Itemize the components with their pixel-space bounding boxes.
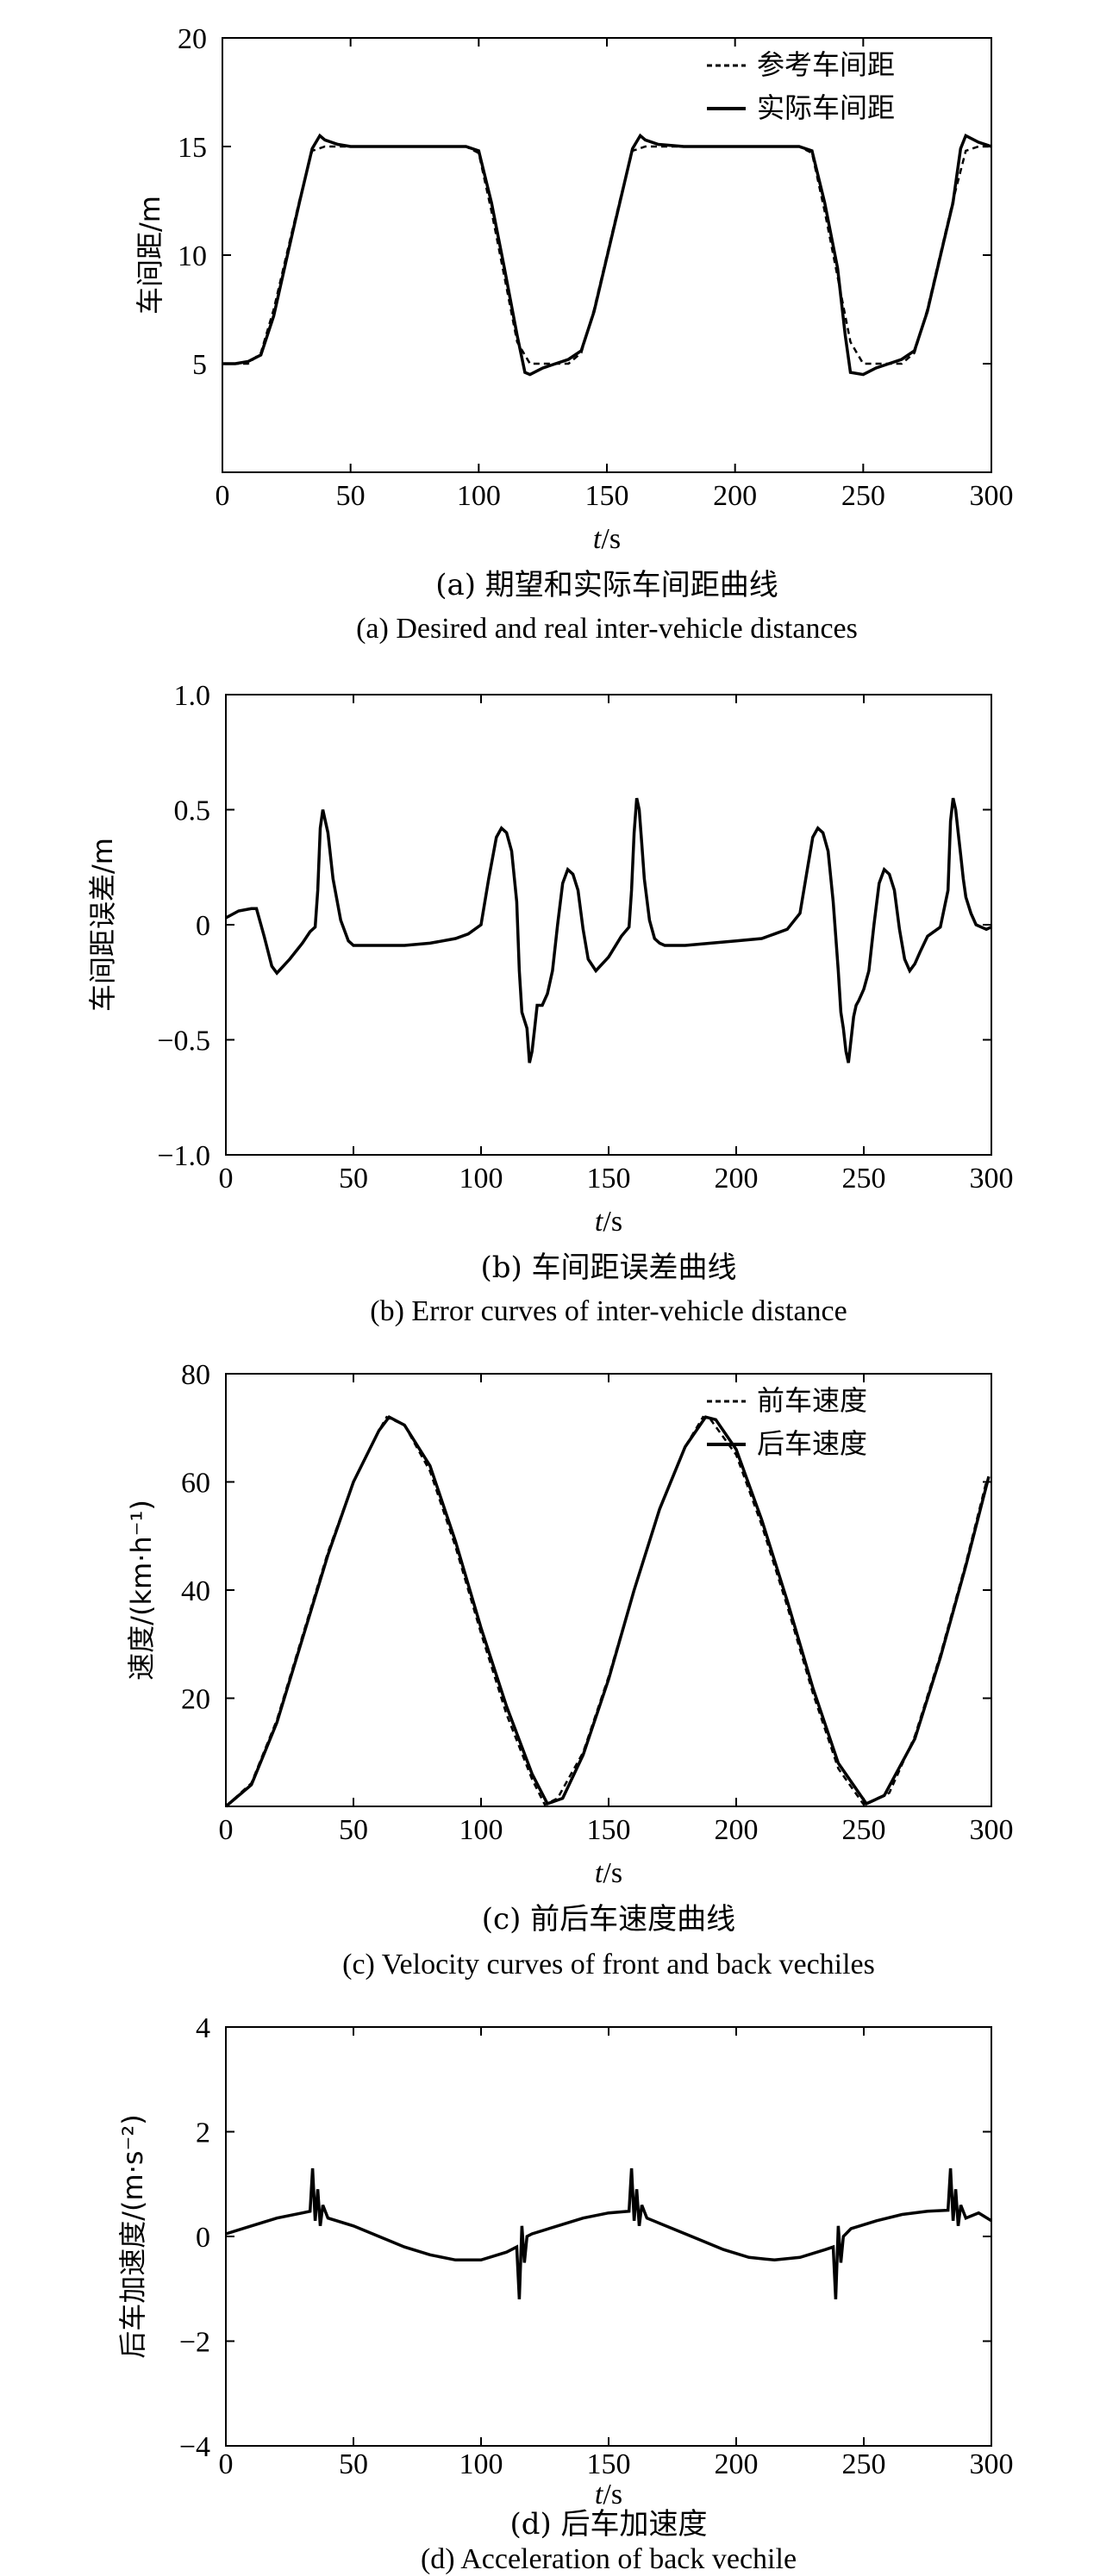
y-axis-label: 后车加速度/(m·s⁻²)	[116, 2114, 149, 2359]
x-tick-label: 200	[715, 1163, 759, 1194]
x-axis-label: t/s	[595, 2479, 622, 2511]
x-tick-label: 50	[339, 1163, 368, 1194]
y-axis-label: 车间距误差/m	[86, 838, 119, 1012]
y-tick-label: 60	[181, 1468, 210, 1500]
y-tick-label: 5	[192, 349, 207, 381]
series-line-1	[222, 133, 992, 377]
chart-panel-0: 0 50 100 150 200 250 300 5 10 15 20 参考车间距实际车间距车间距/m…	[134, 23, 1014, 645]
plot-frame	[225, 694, 992, 1156]
x-tick-label: 200	[715, 1814, 759, 1846]
x-tick-label: 50	[339, 1814, 368, 1846]
legend-label: 后车速度	[757, 1427, 867, 1460]
x-tick-label: 150	[585, 480, 629, 512]
x-tick-label: 300	[970, 1163, 1014, 1194]
x-tick-label: 100	[459, 1814, 503, 1846]
chart-panel-1: 0 50 100 150 200 250 300 −1.0 −0.5 0 0.5 1.0 车间距误差/m…	[86, 680, 1014, 1327]
series-line-0	[225, 2167, 992, 2299]
y-tick-label: 20	[181, 1684, 210, 1716]
x-tick-label: 0	[219, 1814, 234, 1846]
x-tick-label: 50	[339, 2448, 368, 2480]
x-tick-label: 250	[841, 480, 885, 512]
y-tick-label: −1.0	[157, 1140, 210, 1172]
x-tick-label: 200	[713, 480, 757, 512]
x-tick-label: 150	[587, 2448, 631, 2480]
y-tick-label: 10	[178, 240, 207, 272]
caption-en: (a) Desired and real inter-vehicle dista…	[356, 613, 858, 645]
y-tick-label: 2	[196, 2118, 210, 2149]
y-tick-label: 15	[178, 132, 207, 164]
caption-zh: (c) 前后车速度曲线	[482, 1902, 735, 1937]
x-tick-label: 150	[587, 1163, 631, 1194]
chart-panel-2: 0 50 100 150 200 250 300 20 40 60 80 前车速度后车速度速度/(km…	[125, 1359, 1014, 1980]
series-line-0	[225, 797, 992, 1063]
y-tick-label: 0	[196, 910, 210, 942]
x-tick-label: 300	[970, 480, 1014, 512]
x-tick-label: 300	[970, 2448, 1014, 2480]
x-tick-label: 250	[842, 1814, 886, 1846]
x-tick-label: 100	[459, 2448, 503, 2480]
caption-zh: (b) 车间距误差曲线	[480, 1251, 736, 1285]
y-tick-label: 0	[196, 2222, 210, 2254]
y-tick-label: 4	[196, 2012, 210, 2044]
plot-frame	[225, 2026, 992, 2447]
x-tick-label: 0	[219, 1163, 234, 1194]
x-tick-label: 150	[587, 1814, 631, 1846]
x-tick-label: 300	[970, 1814, 1014, 1846]
caption-zh: (d) 后车加速度	[509, 2507, 707, 2542]
legend-label: 前车速度	[757, 1384, 867, 1417]
x-tick-label: 250	[842, 2448, 886, 2480]
x-tick-label: 100	[457, 480, 501, 512]
x-tick-label: 0	[219, 2448, 234, 2480]
series-line-1	[224, 1414, 991, 1808]
caption-zh: (a) 期望和实际车间距曲线	[435, 568, 778, 602]
x-axis-label: t/s	[593, 523, 621, 555]
y-tick-label: 0.5	[174, 795, 211, 827]
y-axis-label: 车间距/m	[134, 196, 166, 315]
legend-label: 实际车间距	[757, 91, 895, 124]
x-axis-label: t/s	[595, 1857, 622, 1889]
x-tick-label: 200	[715, 2448, 759, 2480]
caption-en: (d) Acceleration of back vechile	[421, 2543, 797, 2575]
x-tick-label: 0	[216, 480, 230, 512]
caption-en: (b) Error curves of inter-vehicle distan…	[370, 1295, 847, 1327]
y-axis-label: 速度/(km·h⁻¹)	[125, 1500, 158, 1681]
y-tick-label: 40	[181, 1575, 210, 1607]
y-tick-label: −4	[179, 2431, 210, 2463]
y-tick-label: 80	[181, 1359, 210, 1391]
y-tick-label: 1.0	[174, 680, 211, 712]
x-tick-label: 100	[459, 1163, 503, 1194]
caption-en: (c) Velocity curves of front and back ve…	[342, 1949, 875, 1980]
chart-panel-3: 0 50 100 150 200 250 300 −4 −2 0 2 4 后车加速度/(m·s⁻²) t/…	[116, 2012, 1014, 2575]
x-tick-label: 250	[842, 1163, 886, 1194]
series-line-0	[225, 1415, 988, 1807]
y-tick-label: −0.5	[157, 1026, 210, 1057]
y-tick-label: −2	[179, 2327, 210, 2359]
y-tick-label: 20	[178, 23, 207, 55]
x-axis-label: t/s	[595, 1206, 622, 1238]
legend-label: 参考车间距	[757, 48, 895, 81]
plot-frame	[225, 1373, 992, 1807]
x-tick-label: 50	[336, 480, 366, 512]
